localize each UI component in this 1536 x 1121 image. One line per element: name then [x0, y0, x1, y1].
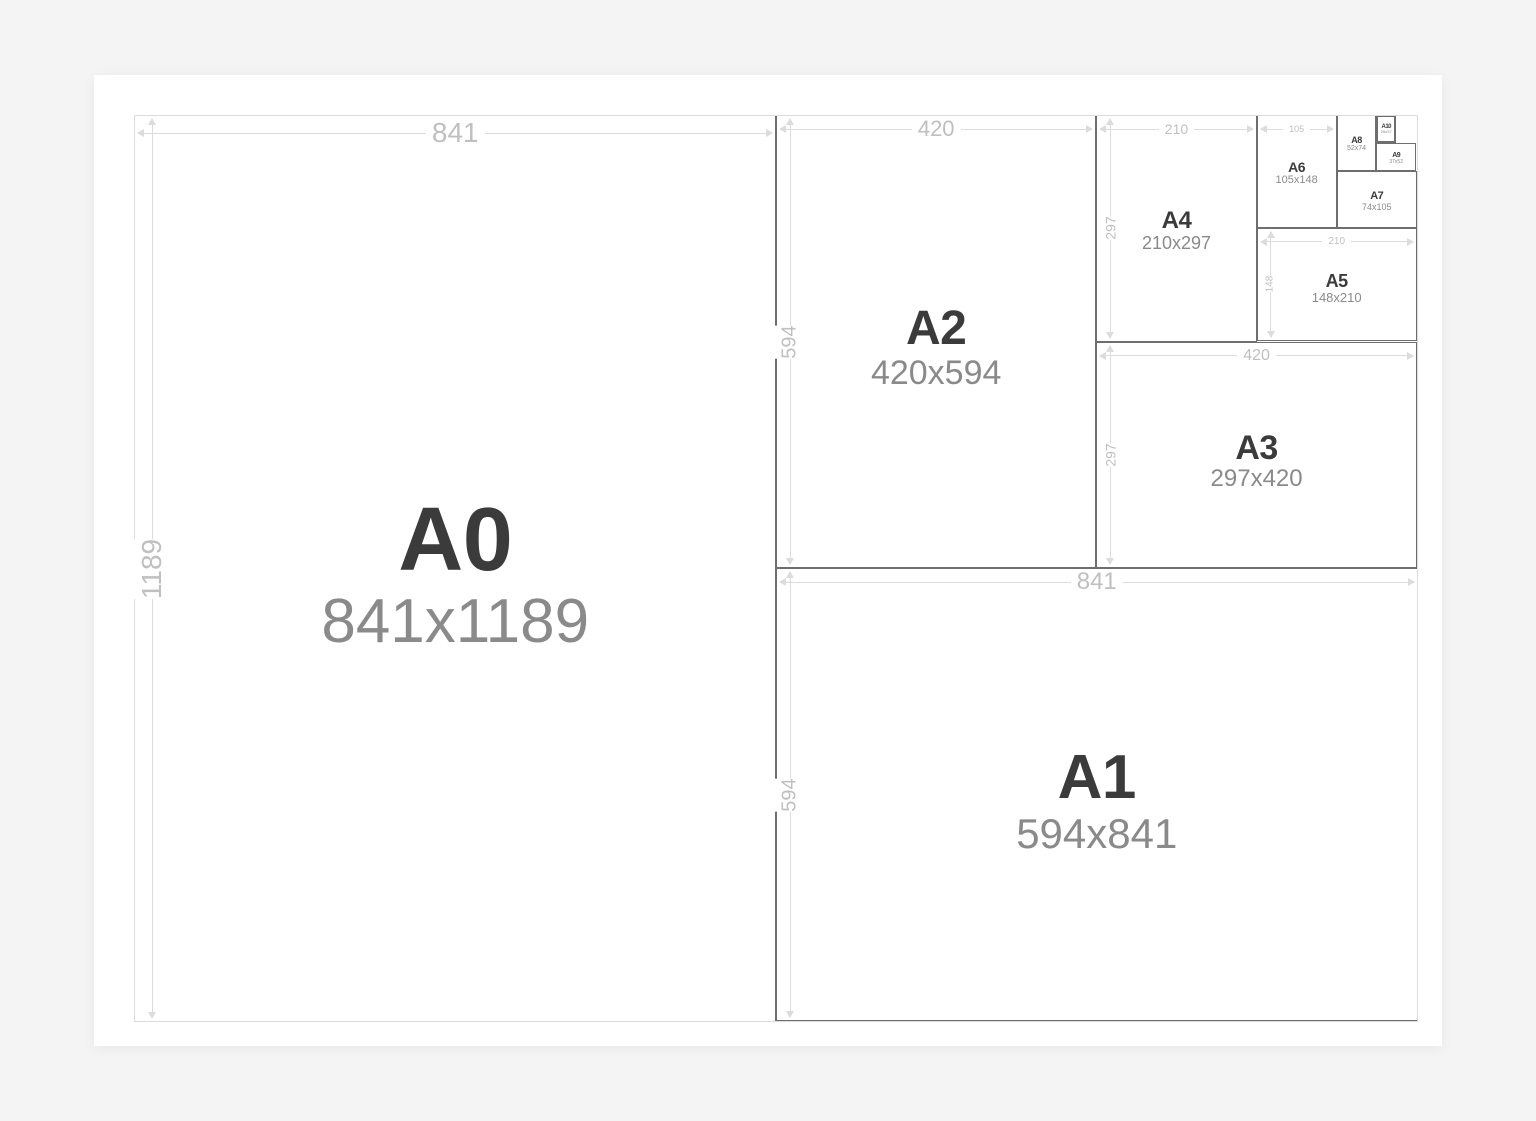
- paper-title: A7: [1370, 191, 1383, 202]
- paper-dims: 26x37: [1381, 130, 1392, 135]
- paper-dims: 297x420: [1211, 465, 1303, 494]
- paper-a8: A852x74: [1337, 115, 1377, 171]
- paper-title: A0: [398, 495, 512, 585]
- paper-a1: A1594x841: [776, 568, 1418, 1021]
- dim-label: 594: [774, 778, 806, 811]
- paper-title: A5: [1326, 272, 1348, 290]
- dim-label: 210: [1159, 122, 1194, 136]
- dim-h-a2: 420: [780, 116, 1092, 142]
- dim-label: 105: [1283, 125, 1310, 134]
- paper-a0: A0841x1189: [134, 115, 776, 1022]
- paper-dims: 74x105: [1362, 202, 1392, 213]
- dim-v-a2: 594: [777, 119, 803, 564]
- dim-h-a0: 841: [138, 120, 772, 146]
- dim-label: 420: [912, 118, 961, 140]
- dim-v-a5: 148: [1258, 232, 1284, 337]
- dim-label: 841: [1071, 570, 1123, 594]
- paper-a10: A1026x37: [1376, 115, 1396, 143]
- dim-v-a3: 297: [1097, 346, 1123, 565]
- dim-label: 841: [426, 119, 485, 147]
- dim-h-a1: 841: [780, 569, 1414, 595]
- paper-a9: A937x52: [1376, 143, 1416, 171]
- dim-label: 297: [1097, 443, 1123, 466]
- dim-v-a1: 594: [777, 572, 803, 1017]
- dim-v-a0: 1189: [139, 119, 165, 1018]
- paper-a7: A774x105: [1337, 171, 1417, 227]
- paper-dims: 841x1189: [321, 585, 589, 659]
- dim-v-a4: 297: [1097, 119, 1123, 338]
- paper-dims: 148x210: [1312, 290, 1362, 306]
- paper-dims: 52x74: [1347, 145, 1366, 153]
- dim-label: 420: [1237, 348, 1276, 364]
- dim-label: 210: [1322, 237, 1351, 247]
- dim-label: 594: [774, 325, 806, 358]
- paper-size-diagram: A0841x1189A1594x841A2420x594A3297x420A42…: [94, 75, 1441, 1046]
- paper-a3: A3297x420: [1096, 342, 1416, 569]
- paper-title: A3: [1235, 431, 1277, 465]
- dim-label: 297: [1097, 217, 1123, 240]
- paper-title: A1: [1058, 747, 1136, 809]
- paper-title: A8: [1351, 136, 1362, 145]
- paper-title: A9: [1392, 152, 1400, 159]
- dim-label: 148: [1260, 276, 1282, 293]
- paper-title: A2: [906, 305, 966, 353]
- paper-dims: 105x148: [1276, 174, 1318, 187]
- dim-h-a3: 420: [1100, 343, 1412, 369]
- paper-dims: 37x52: [1389, 159, 1403, 165]
- paper-dims: 594x841: [1016, 809, 1177, 859]
- dim-label: 1189: [132, 538, 172, 598]
- paper-a2: A2420x594: [776, 115, 1096, 568]
- paper-title: A4: [1162, 209, 1192, 233]
- paper-title: A6: [1288, 160, 1305, 174]
- dim-h-a6: 105: [1261, 116, 1333, 142]
- paper-dims: 210x297: [1142, 233, 1211, 255]
- paper-dims: 420x594: [871, 353, 1001, 394]
